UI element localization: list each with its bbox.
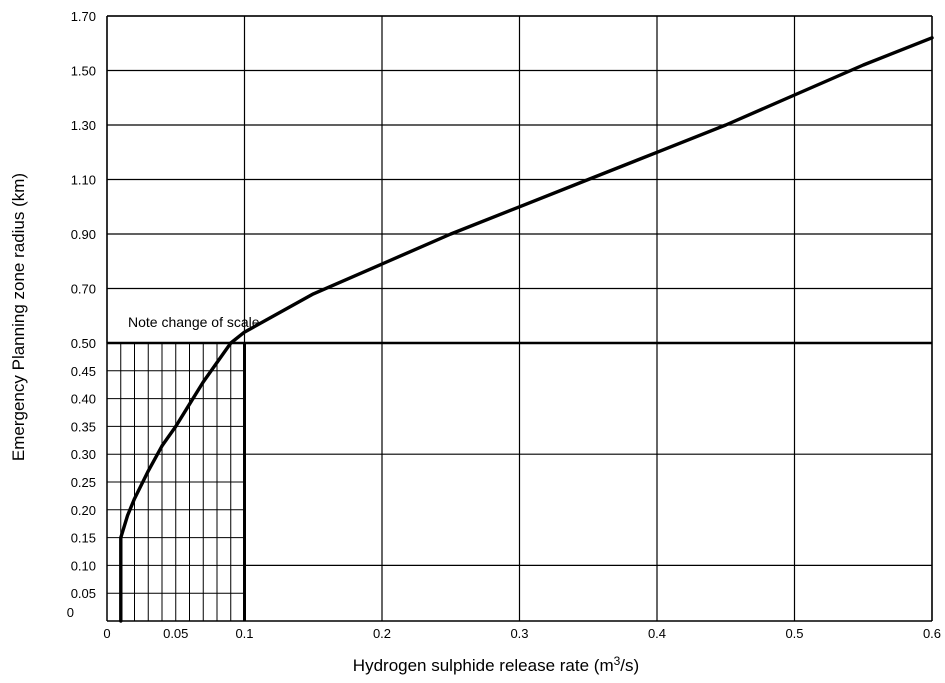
x-tick-label: 0.6 [923,626,941,641]
upper-grid [106,15,933,344]
y-tick-label: 0.50 [71,336,96,351]
x-axis-title: Hydrogen sulphide release rate (m3/s) [353,654,639,675]
y-tick-label: 0.05 [71,586,96,601]
y-tick-label: 0.35 [71,419,96,434]
x-tick-label: 0.2 [373,626,391,641]
y-tick-label: 1.70 [71,9,96,24]
x-axis-title-end: /s) [620,656,639,675]
x-tick-labels: 0 0.1 0.2 0.3 0.4 0.5 0.6 0.05 [103,626,941,641]
y-tick-label: 0.30 [71,447,96,462]
y-axis-title: Emergency Planning zone radius (km) [9,173,28,461]
curve-main-segment [229,36,934,345]
y-tick-label: 0.25 [71,475,96,490]
lower-grid [244,343,933,621]
y-tick-label: 0 [67,605,74,620]
y-tick-label: 0.20 [71,503,96,518]
x-tick-label: 0.4 [648,626,666,641]
x-tick-label: 0.1 [235,626,253,641]
scale-note: Note change of scale [128,314,260,330]
curve-inset-segment [119,341,233,623]
x-tick-label: 0.5 [785,626,803,641]
y-tick-label: 0.90 [71,227,96,242]
y-tick-label: 1.30 [71,118,96,133]
inset-grid [107,343,245,621]
x-tick-label: 0.3 [510,626,528,641]
y-tick-label: 0.45 [71,364,96,379]
y-tick-label: 1.50 [71,64,96,79]
y-tick-label: 0.10 [71,558,96,573]
y-tick-label: 0.70 [71,282,96,297]
y-tick-label: 0.40 [71,392,96,407]
y-tick-label: 1.10 [71,173,96,188]
x-axis-title-main: Hydrogen sulphide release rate (m [353,656,614,675]
y-tick-label: 0.15 [71,531,96,546]
plot-frame [106,15,933,622]
y-tick-labels: 0.70 0.90 1.10 1.30 1.50 1.70 0 0.05 0.10 0.15 0.2… [67,9,96,620]
x-axis-title-sup: 3 [614,654,621,668]
x-tick-label: 0.05 [163,626,188,641]
series-curve [119,36,934,623]
x-tick-label: 0 [103,626,110,641]
